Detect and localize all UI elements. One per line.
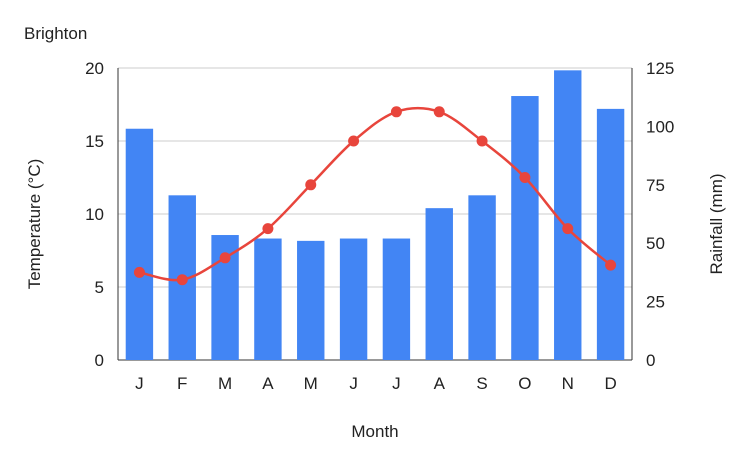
chart-title: Brighton <box>24 24 87 43</box>
left-tick-label: 15 <box>85 132 104 151</box>
x-tick-label: J <box>392 374 401 393</box>
temperature-point <box>262 223 274 235</box>
temperature-point <box>476 135 488 147</box>
rainfall-bar <box>254 238 282 360</box>
x-tick-label: F <box>177 374 187 393</box>
temperature-line-path <box>139 106 612 282</box>
x-tick-label: D <box>604 374 616 393</box>
x-axis-title: Month <box>351 422 398 441</box>
x-tick-label: A <box>262 374 274 393</box>
x-tick-label: J <box>349 374 358 393</box>
temperature-point <box>176 274 188 286</box>
rainfall-bar <box>297 240 325 360</box>
rainfall-bar <box>554 70 582 360</box>
rainfall-bar <box>596 108 625 360</box>
left-axis-ticks: 0 5 10 15 20 <box>85 59 104 370</box>
rainfall-bar <box>425 208 453 360</box>
left-tick-label: 0 <box>95 351 104 370</box>
temperature-point <box>305 179 317 191</box>
right-tick-label: 75 <box>646 176 665 195</box>
left-tick-label: 20 <box>85 59 104 78</box>
x-tick-label: O <box>518 374 531 393</box>
temperature-point <box>562 223 574 235</box>
x-tick-label: S <box>476 374 487 393</box>
x-tick-label: A <box>434 374 446 393</box>
x-tick-label: J <box>135 374 144 393</box>
left-tick-label: 5 <box>95 278 104 297</box>
temperature-point <box>605 259 617 271</box>
x-tick-label: N <box>562 374 574 393</box>
temperature-point <box>390 106 402 118</box>
temperature-point <box>519 172 531 183</box>
temperature-point <box>348 135 360 147</box>
left-axis-title: Temperature (°C) <box>25 159 44 290</box>
rainfall-bar <box>468 195 496 360</box>
right-axis-title: Rainfall (mm) <box>707 173 726 274</box>
right-tick-label: 50 <box>646 234 665 253</box>
rainfall-bar <box>339 238 368 360</box>
temperature-point <box>219 252 231 264</box>
right-tick-label: 0 <box>646 351 655 370</box>
x-tick-label: M <box>304 374 318 393</box>
left-tick-label: 10 <box>85 205 104 224</box>
temperature-point <box>433 106 445 118</box>
rainfall-bar <box>125 128 154 360</box>
right-tick-label: 125 <box>646 59 674 78</box>
right-axis-ticks: 0 25 50 75 100 125 <box>646 59 674 370</box>
rainfall-bars <box>125 70 625 361</box>
temperature-point <box>133 266 145 278</box>
temperature-line <box>133 106 617 286</box>
right-tick-label: 100 <box>646 117 674 136</box>
rainfall-bar <box>511 96 539 361</box>
x-tick-label: M <box>218 374 232 393</box>
rainfall-bar <box>382 238 411 360</box>
gridlines <box>117 67 633 361</box>
right-tick-label: 25 <box>646 293 665 312</box>
